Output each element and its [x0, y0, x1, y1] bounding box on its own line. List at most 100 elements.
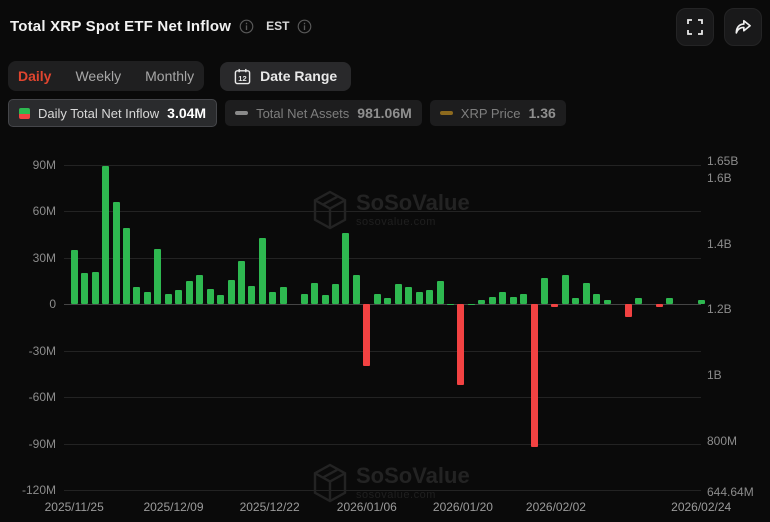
inflow-bar[interactable]: [352, 274, 360, 305]
tab-monthly[interactable]: Monthly: [145, 68, 195, 84]
inflow-bar[interactable]: [541, 278, 548, 305]
watermark-brand: SoSoValue: [356, 463, 470, 488]
svg-text:12: 12: [238, 74, 246, 83]
gray-dash-icon: [235, 111, 249, 115]
x-axis-tick-label: 2026/01/06: [336, 500, 397, 514]
share-button[interactable]: [724, 8, 762, 46]
inflow-bar[interactable]: [217, 295, 224, 305]
inflow-bar[interactable]: [520, 293, 528, 305]
inflow-bar[interactable]: [185, 281, 193, 305]
inflow-bar[interactable]: [248, 285, 256, 305]
info-icon[interactable]: [239, 19, 254, 34]
inflow-bar[interactable]: [227, 279, 235, 305]
share-icon: [735, 19, 751, 34]
inflow-bar[interactable]: [363, 304, 371, 367]
right-axis-tick-label: 1B: [707, 368, 722, 383]
inflow-bar[interactable]: [415, 291, 423, 305]
inflow-bar[interactable]: [384, 298, 392, 305]
header-actions: [676, 8, 762, 46]
inflow-bar[interactable]: [258, 237, 266, 305]
inflow-bar[interactable]: [488, 296, 496, 305]
inflow-bar[interactable]: [446, 303, 454, 306]
inflow-bar[interactable]: [332, 284, 339, 305]
left-axis-tick-label: 90M: [32, 157, 56, 172]
x-axis-tick-label: 2026/02/02: [525, 500, 586, 514]
inflow-bar[interactable]: [154, 248, 162, 305]
inflow-bar[interactable]: [321, 295, 329, 305]
inflow-bar[interactable]: [635, 298, 642, 305]
x-axis-tick-label: 2026/01/20: [432, 500, 493, 514]
gridline: [64, 257, 701, 259]
inflow-bar[interactable]: [102, 166, 110, 305]
inflow-bar[interactable]: [300, 293, 308, 305]
tab-daily[interactable]: Daily: [18, 68, 52, 84]
legend-label: Daily Total Net Inflow: [38, 105, 160, 121]
inflow-bar[interactable]: [279, 287, 287, 305]
left-axis-tick-label: -30M: [28, 343, 56, 358]
legend-label: XRP Price: [460, 105, 521, 121]
timezone-info-icon[interactable]: [297, 19, 312, 34]
chart-toolbar: Daily Weekly Monthly 12 Date Range: [8, 61, 352, 91]
inflow-bar[interactable]: [561, 274, 569, 305]
inflow-bar[interactable]: [457, 304, 465, 385]
legend-total-net-assets[interactable]: Total Net Assets 981.06M: [225, 100, 422, 126]
tab-weekly[interactable]: Weekly: [75, 68, 122, 84]
legend-xrp-price[interactable]: XRP Price 1.36: [429, 100, 566, 126]
left-axis-tick-label: 30M: [32, 250, 56, 265]
inflow-bar[interactable]: [81, 273, 89, 305]
inflow-bar[interactable]: [342, 233, 350, 305]
inflow-bar[interactable]: [269, 291, 277, 305]
inflow-bar[interactable]: [112, 202, 120, 305]
inflow-bar[interactable]: [394, 284, 402, 305]
inflow-bar[interactable]: [196, 274, 204, 305]
inflow-bar[interactable]: [509, 296, 517, 305]
legend-value: 981.06M: [357, 105, 412, 121]
date-range-button[interactable]: 12 Date Range: [220, 61, 352, 91]
inflow-bar[interactable]: [405, 287, 413, 305]
gridline: [64, 350, 701, 352]
inflow-bar[interactable]: [373, 293, 381, 305]
watermark-bottom: SoSoValue sosovalue.com: [312, 463, 470, 503]
inflow-bar[interactable]: [91, 271, 99, 305]
gridline: [64, 490, 701, 492]
gridline: [64, 304, 701, 306]
inflow-bar[interactable]: [666, 298, 674, 305]
inflow-bar[interactable]: [603, 299, 611, 305]
x-axis-tick-label: 2025/11/25: [44, 500, 104, 514]
watermark-center: SoSoValue sosovalue.com: [312, 190, 470, 230]
inflow-bar[interactable]: [551, 304, 559, 307]
x-axis-tick-label: 2026/02/24: [671, 500, 732, 514]
period-tab-group: Daily Weekly Monthly: [8, 61, 205, 91]
inflow-bar[interactable]: [593, 294, 601, 305]
inflow-bar[interactable]: [467, 303, 475, 306]
inflow-bar[interactable]: [426, 290, 433, 305]
inflow-bar[interactable]: [237, 260, 245, 305]
series-legend: Daily Total Net Inflow 3.04M Total Net A…: [8, 99, 566, 127]
inflow-bar[interactable]: [478, 299, 486, 305]
legend-daily-net-inflow[interactable]: Daily Total Net Inflow 3.04M: [8, 99, 218, 127]
inflow-bar[interactable]: [582, 282, 590, 305]
inflow-bar[interactable]: [624, 304, 632, 317]
inflow-bar[interactable]: [206, 288, 214, 305]
legend-value: 1.36: [528, 105, 556, 121]
inflow-bar[interactable]: [530, 304, 538, 447]
inflow-bar[interactable]: [655, 304, 663, 307]
inflow-bar[interactable]: [436, 281, 444, 305]
watermark-domain: sosovalue.com: [356, 216, 436, 228]
inflow-bar[interactable]: [143, 291, 151, 305]
right-axis-tick-label: 1.2B: [707, 302, 732, 317]
inflow-bar[interactable]: [499, 291, 507, 305]
inflow-bar[interactable]: [697, 299, 705, 305]
right-axis-tick-label: 800M: [707, 433, 738, 448]
inflow-bar[interactable]: [311, 282, 319, 305]
left-axis-tick-label: -60M: [28, 390, 56, 405]
fullscreen-button[interactable]: [676, 8, 714, 46]
inflow-bar[interactable]: [572, 298, 580, 305]
legend-label: Total Net Assets: [256, 105, 350, 121]
inflow-bar[interactable]: [123, 228, 130, 305]
inflow-bar[interactable]: [133, 287, 141, 305]
gridline: [64, 443, 701, 445]
inflow-bar[interactable]: [175, 290, 183, 305]
inflow-bar[interactable]: [164, 294, 172, 305]
inflow-bar[interactable]: [70, 250, 78, 305]
